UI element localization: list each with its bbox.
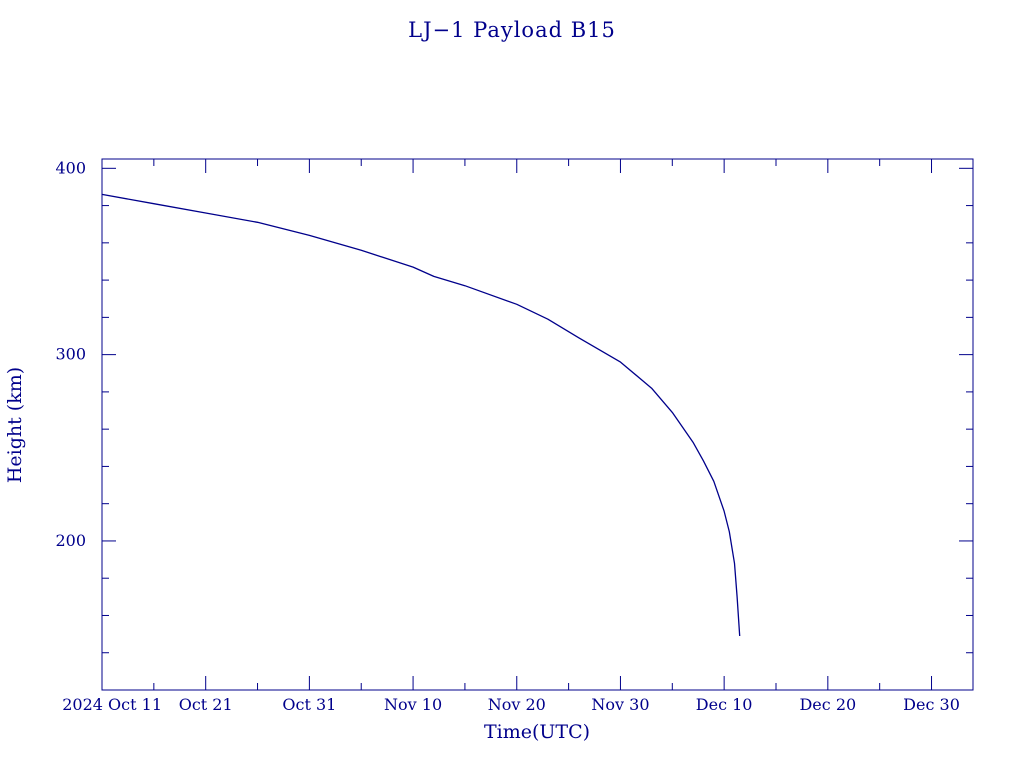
x-tick-label: 2024 Oct 11 bbox=[62, 695, 162, 714]
chart-title: LJ−1 Payload B15 bbox=[408, 18, 616, 42]
y-tick-labels: 200 300 400 bbox=[55, 158, 86, 550]
x-tick-labels: 2024 Oct 11 Oct 21 Oct 31 Nov 10 Nov 20 Nov 3… bbox=[62, 695, 960, 714]
x-tick-label: Dec 30 bbox=[903, 695, 960, 714]
x-tick-label: Dec 10 bbox=[696, 695, 753, 714]
plot-frame bbox=[101, 158, 974, 691]
axis-ticks bbox=[101, 159, 973, 691]
y-axis-label: Height (km) bbox=[4, 367, 26, 483]
x-tick-label: Nov 20 bbox=[488, 695, 546, 714]
y-tick-label: 300 bbox=[55, 345, 86, 364]
x-tick-label: Oct 31 bbox=[282, 695, 336, 714]
y-tick-label: 200 bbox=[55, 531, 86, 550]
y-tick-label: 400 bbox=[55, 158, 86, 177]
x-tick-label: Nov 30 bbox=[591, 695, 649, 714]
height-series-line bbox=[101, 193, 741, 637]
x-tick-label: Oct 21 bbox=[179, 695, 233, 714]
x-tick-label: Dec 20 bbox=[799, 695, 856, 714]
x-tick-label: Nov 10 bbox=[384, 695, 442, 714]
x-axis-label: Time(UTC) bbox=[484, 721, 590, 743]
